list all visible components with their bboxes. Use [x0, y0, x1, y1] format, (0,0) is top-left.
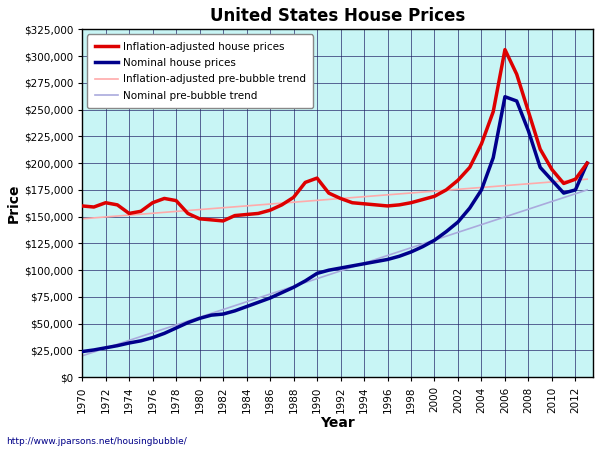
Inflation-adjusted house prices — [114, 202, 121, 207]
Inflation-adjusted house prices — [513, 72, 520, 77]
Nominal house prices — [490, 155, 497, 161]
Inflation-adjusted house prices — [125, 211, 133, 216]
Line: Inflation-adjusted house prices: Inflation-adjusted house prices — [82, 50, 587, 221]
Nominal house prices — [172, 325, 179, 331]
Nominal house prices — [466, 205, 473, 211]
Nominal house prices — [149, 335, 156, 340]
Line: Nominal house prices: Nominal house prices — [82, 97, 587, 351]
Nominal house prices — [278, 290, 286, 295]
X-axis label: Year: Year — [320, 415, 355, 430]
Inflation-adjusted house prices — [349, 200, 356, 206]
Nominal house prices — [548, 178, 556, 183]
Legend: Inflation-adjusted house prices, Nominal house prices, Inflation-adjusted pre-bu: Inflation-adjusted house prices, Nominal… — [88, 35, 313, 108]
Inflation-adjusted house prices — [407, 200, 415, 206]
Nominal house prices — [419, 244, 427, 249]
Inflation-adjusted house prices — [161, 196, 168, 201]
Nominal house prices — [102, 345, 109, 351]
Inflation-adjusted house prices — [560, 181, 567, 186]
Inflation-adjusted house prices — [208, 217, 215, 223]
Nominal house prices — [79, 349, 86, 354]
Nominal house prices — [137, 338, 145, 343]
Y-axis label: Price: Price — [7, 184, 21, 223]
Nominal house prices — [536, 165, 544, 170]
Inflation-adjusted house prices — [431, 194, 438, 199]
Text: http://www.jparsons.net/housingbubble/: http://www.jparsons.net/housingbubble/ — [6, 436, 187, 446]
Inflation-adjusted house prices — [102, 200, 109, 206]
Inflation-adjusted house prices — [149, 200, 156, 206]
Nominal house prices — [443, 229, 450, 234]
Nominal house prices — [361, 261, 368, 266]
Nominal house prices — [184, 320, 191, 325]
Nominal house prices — [196, 315, 203, 321]
Inflation-adjusted house prices — [255, 211, 262, 216]
Inflation-adjusted house prices — [231, 213, 238, 218]
Inflation-adjusted house prices — [361, 201, 368, 207]
Nominal house prices — [431, 238, 438, 243]
Inflation-adjusted house prices — [525, 109, 532, 114]
Inflation-adjusted house prices — [384, 203, 391, 209]
Nominal house prices — [313, 271, 320, 276]
Nominal house prices — [220, 311, 227, 317]
Inflation-adjusted house prices — [502, 47, 509, 52]
Nominal house prices — [572, 187, 579, 193]
Nominal house prices — [384, 257, 391, 262]
Inflation-adjusted house prices — [243, 212, 250, 217]
Inflation-adjusted house prices — [584, 160, 591, 166]
Inflation-adjusted house prices — [419, 197, 427, 202]
Inflation-adjusted house prices — [290, 195, 297, 200]
Nominal house prices — [243, 304, 250, 309]
Inflation-adjusted house prices — [337, 196, 344, 201]
Nominal house prices — [560, 190, 567, 196]
Inflation-adjusted house prices — [536, 147, 544, 152]
Inflation-adjusted house prices — [572, 176, 579, 182]
Inflation-adjusted house prices — [548, 167, 556, 172]
Inflation-adjusted house prices — [478, 141, 485, 147]
Nominal house prices — [502, 94, 509, 99]
Nominal house prices — [525, 128, 532, 134]
Nominal house prices — [231, 308, 238, 314]
Inflation-adjusted house prices — [490, 109, 497, 114]
Inflation-adjusted house prices — [278, 202, 286, 207]
Inflation-adjusted house prices — [466, 165, 473, 170]
Inflation-adjusted house prices — [302, 180, 309, 185]
Inflation-adjusted house prices — [313, 176, 320, 181]
Title: United States House Prices: United States House Prices — [210, 7, 465, 25]
Nominal house prices — [255, 300, 262, 305]
Inflation-adjusted house prices — [172, 198, 179, 203]
Inflation-adjusted house prices — [443, 187, 450, 193]
Inflation-adjusted house prices — [454, 178, 461, 183]
Inflation-adjusted house prices — [184, 211, 191, 216]
Inflation-adjusted house prices — [325, 190, 332, 196]
Inflation-adjusted house prices — [137, 209, 145, 214]
Nominal house prices — [302, 278, 309, 284]
Nominal house prices — [513, 98, 520, 104]
Nominal house prices — [208, 312, 215, 318]
Nominal house prices — [395, 253, 403, 259]
Inflation-adjusted house prices — [196, 216, 203, 221]
Inflation-adjusted house prices — [220, 218, 227, 224]
Nominal house prices — [125, 340, 133, 346]
Nominal house prices — [584, 160, 591, 166]
Inflation-adjusted house prices — [395, 202, 403, 207]
Inflation-adjusted house prices — [266, 207, 274, 213]
Nominal house prices — [337, 266, 344, 271]
Nominal house prices — [349, 263, 356, 269]
Nominal house prices — [161, 331, 168, 336]
Nominal house prices — [478, 187, 485, 193]
Nominal house prices — [90, 347, 97, 353]
Nominal house prices — [266, 295, 274, 301]
Nominal house prices — [325, 267, 332, 273]
Inflation-adjusted house prices — [90, 204, 97, 210]
Nominal house prices — [114, 343, 121, 348]
Nominal house prices — [454, 219, 461, 225]
Inflation-adjusted house prices — [372, 202, 379, 207]
Nominal house prices — [372, 259, 379, 264]
Nominal house prices — [290, 284, 297, 290]
Nominal house prices — [407, 249, 415, 255]
Inflation-adjusted house prices — [79, 203, 86, 209]
